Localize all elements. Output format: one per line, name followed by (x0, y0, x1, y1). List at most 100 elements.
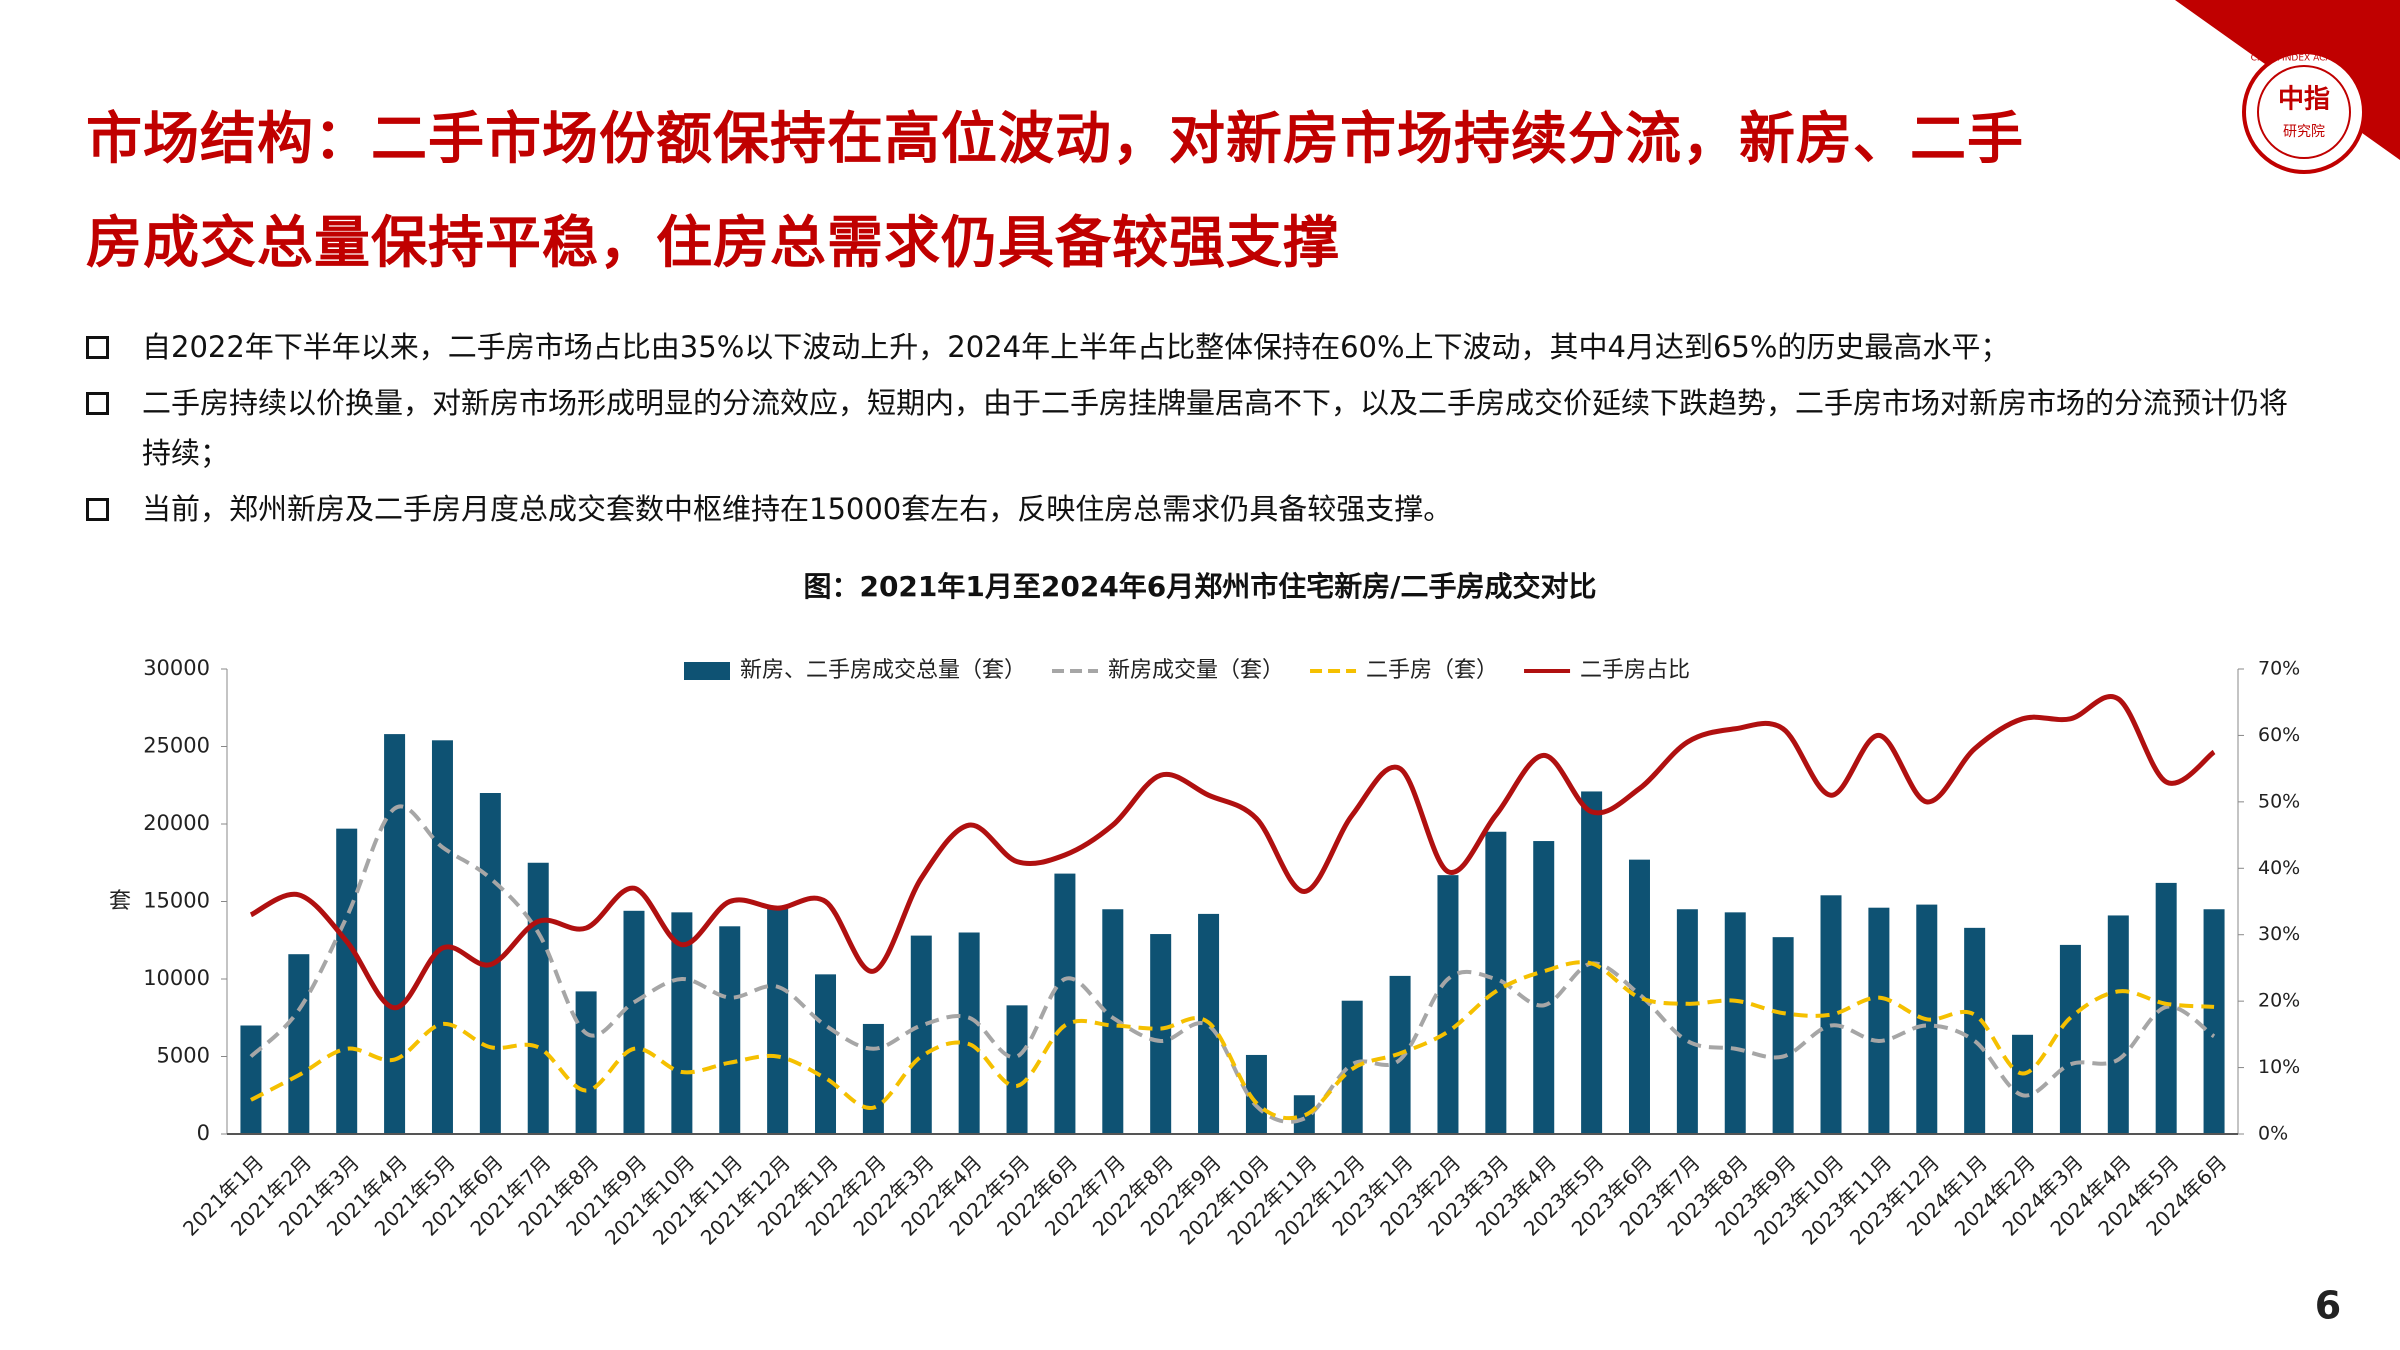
bar (2203, 909, 2225, 1134)
x-tick-label: 2021年5月 (370, 1150, 460, 1240)
y-tick-label: 5000 (157, 1044, 210, 1068)
x-tick-label: 2023年7月 (1615, 1150, 1705, 1240)
bar (1006, 1005, 1028, 1134)
bar (623, 910, 645, 1134)
x-tick-label: 2021年3月 (274, 1150, 364, 1240)
y2-tick-label: 70% (2258, 658, 2300, 680)
bullet: 二手房持续以价换量，对新房市场形成明显的分流效应，短期内，由于二手房挂牌量居高不… (86, 378, 2296, 478)
logo-ring: CHINA INDEX ACADEMY (2251, 54, 2358, 64)
bar (1820, 895, 1842, 1134)
bar (671, 912, 693, 1134)
x-tick-label: 2021年11月 (648, 1150, 747, 1249)
corner-band (2175, 0, 2400, 160)
x-tick-label: 2024年3月 (1998, 1150, 2088, 1240)
bullet: 当前，郑州新房及二手房月度总成交套数中枢维持在15000套左右，反映住房总需求仍… (86, 484, 2296, 534)
x-tick-label: 2022年8月 (1088, 1150, 1178, 1240)
x-tick-label: 2023年9月 (1710, 1150, 1800, 1240)
legend-label: 新房成交量（套） (1108, 658, 1284, 683)
x-tick-label: 2021年10月 (600, 1150, 699, 1249)
y-tick-label: 25000 (143, 734, 210, 758)
bar (815, 974, 837, 1134)
bullet: 自2022年下半年以来，二手房市场占比由35%以下波动上升，2024年上半年占比… (86, 322, 2296, 372)
x-tick-label: 2021年12月 (696, 1150, 795, 1249)
bar (1437, 875, 1459, 1134)
y2-tick-label: 20% (2258, 990, 2300, 1012)
bar (767, 906, 789, 1134)
bar (1198, 913, 1220, 1134)
x-tick-label: 2023年10月 (1749, 1150, 1848, 1249)
bar (431, 740, 453, 1134)
x-tick-label: 2024年1月 (1902, 1150, 1992, 1240)
x-tick-label: 2021年2月 (226, 1150, 316, 1240)
y-tick-label: 30000 (143, 656, 210, 680)
x-tick-label: 2022年1月 (753, 1150, 843, 1240)
x-tick-label: 2021年4月 (322, 1150, 412, 1240)
x-tick-label: 2023年8月 (1662, 1150, 1752, 1240)
bar (2107, 915, 2129, 1134)
y2-tick-label: 50% (2258, 790, 2300, 812)
y2-tick-label: 30% (2258, 923, 2300, 945)
bar (1916, 904, 1938, 1134)
legend-swatch (684, 662, 730, 680)
x-tick-label: 2022年7月 (1040, 1150, 1130, 1240)
y2-tick-label: 60% (2258, 724, 2300, 746)
x-tick-label: 2022年12月 (1270, 1150, 1369, 1249)
x-tick-label: 2023年2月 (1375, 1150, 1465, 1240)
x-tick-label: 2022年4月 (896, 1150, 986, 1240)
x-tick-label: 2023年4月 (1471, 1150, 1561, 1240)
bar (479, 793, 501, 1134)
y-tick-label: 0 (197, 1121, 210, 1145)
slide-title: 市场结构：二手市场份额保持在高位波动，对新房市场持续分流，新房、二手 房成交总量… (86, 88, 2024, 296)
x-tick-label: 2022年6月 (992, 1150, 1082, 1240)
line-series (250, 960, 2215, 1121)
x-tick-label: 2022年11月 (1222, 1150, 1321, 1249)
bar (1293, 1095, 1315, 1134)
bar (1772, 937, 1794, 1134)
bar (1150, 934, 1172, 1134)
logo-circle (2242, 50, 2366, 174)
x-tick-label: 2023年6月 (1567, 1150, 1657, 1240)
y2-tick-label: 40% (2258, 857, 2300, 879)
bar (1581, 791, 1603, 1134)
logo-sub: 研究院 (2283, 124, 2325, 140)
bar (1964, 927, 1986, 1134)
line-series (249, 804, 2216, 1124)
legend-label: 二手房占比 (1580, 658, 1690, 683)
bar (1389, 975, 1411, 1134)
bar (1102, 909, 1124, 1134)
legend-label: 新房、二手房成交总量（套） (740, 658, 1026, 683)
bar (1485, 831, 1507, 1134)
bar (1676, 909, 1698, 1134)
bar (1245, 1054, 1267, 1134)
x-tick-label: 2021年6月 (418, 1150, 508, 1240)
line-series (249, 694, 2216, 1011)
title-line: 房成交总量保持平稳，住房总需求仍具备较强支撑 (86, 211, 1340, 276)
x-tick-label: 2021年9月 (561, 1150, 651, 1240)
bar (862, 1023, 884, 1134)
x-tick-label: 2024年2月 (1950, 1150, 2040, 1240)
bar (240, 1025, 262, 1134)
bar (336, 828, 358, 1134)
bar (1868, 907, 1890, 1134)
x-tick-label: 2021年8月 (513, 1150, 603, 1240)
y2-tick-label: 0% (2258, 1123, 2288, 1145)
bar (910, 935, 932, 1134)
y-tick-label: 20000 (143, 811, 210, 835)
bar (1628, 859, 1650, 1134)
x-tick-label: 2023年5月 (1519, 1150, 1609, 1240)
bar (958, 932, 980, 1134)
bar (384, 734, 406, 1134)
x-tick-label: 2022年3月 (848, 1150, 938, 1240)
x-tick-label: 2022年2月 (801, 1150, 891, 1240)
y2-tick-label: 10% (2258, 1056, 2300, 1078)
bar (527, 862, 549, 1134)
bar (575, 991, 597, 1134)
x-tick-label: 2021年7月 (465, 1150, 555, 1240)
x-tick-label: 2022年5月 (944, 1150, 1034, 1240)
legend-label: 二手房（套） (1366, 658, 1498, 683)
bar (288, 954, 310, 1134)
x-tick-label: 2021年1月 (178, 1150, 268, 1240)
y-axis-label: 套 (109, 889, 131, 914)
x-tick-label: 2024年5月 (2093, 1150, 2183, 1240)
bar (1054, 873, 1076, 1134)
